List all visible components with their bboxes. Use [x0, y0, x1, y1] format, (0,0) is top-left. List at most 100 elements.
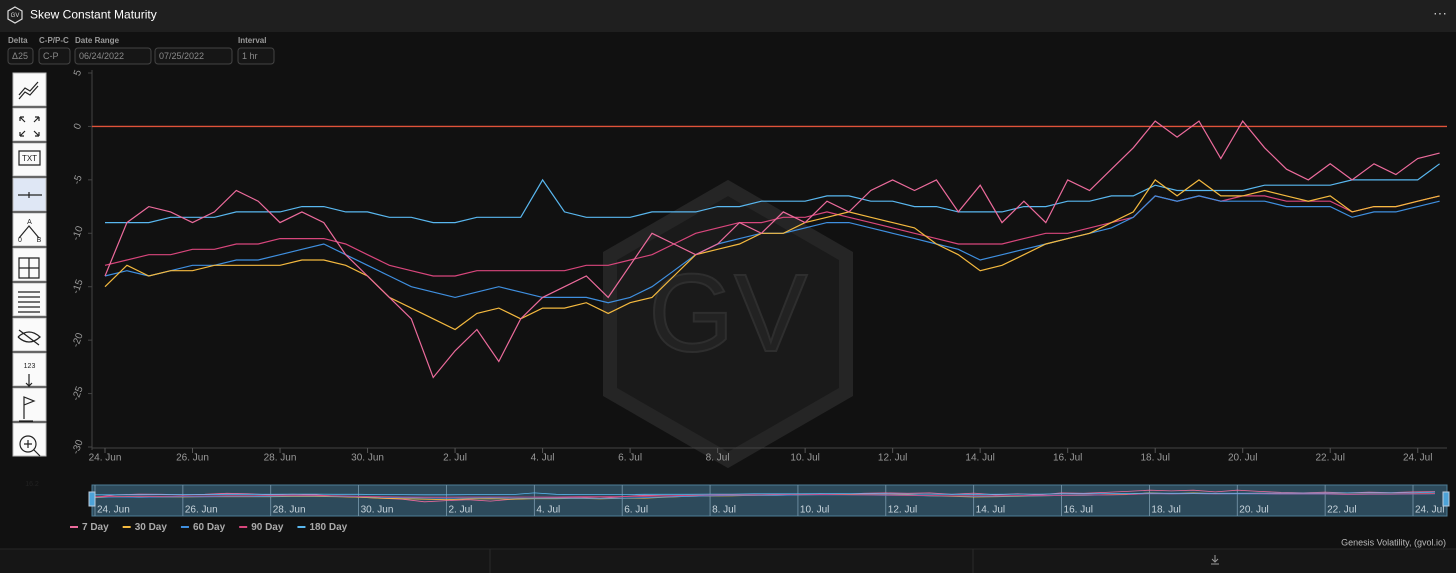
y-tick-label: -15 — [70, 278, 85, 296]
navigator-tick-label: 24. Jun — [97, 505, 130, 516]
navigator-tick-label: 20. Jul — [1239, 505, 1268, 516]
control-label: Delta — [8, 36, 28, 45]
navigator-tick-label: 14. Jul — [976, 505, 1005, 516]
x-tick-label: 24. Jul — [1403, 453, 1432, 464]
tool-label: B — [37, 237, 42, 244]
tool-icon — [25, 374, 33, 387]
input-box[interactable] — [38, 47, 71, 65]
tool-button[interactable] — [12, 72, 47, 107]
series-line — [105, 163, 1440, 224]
tool-label: 123 — [24, 363, 36, 370]
input-box[interactable] — [237, 47, 275, 65]
tool-icon — [18, 150, 41, 166]
navigator — [91, 484, 1448, 517]
control-label: Interval — [238, 36, 266, 45]
legend-label[interactable]: 60 Day — [193, 522, 226, 533]
legend-label[interactable]: 7 Day — [82, 522, 109, 533]
tool-icon — [18, 225, 40, 239]
input-value: 1 hr — [242, 51, 258, 61]
x-tick-label: 8. Jul — [706, 453, 730, 464]
x-tick-label: 2. Jul — [443, 453, 467, 464]
input-value: C-P — [43, 51, 59, 61]
tool-label: 16.2 — [25, 481, 39, 488]
tool-button[interactable] — [12, 282, 47, 317]
input-value: 06/24/2022 — [79, 51, 124, 61]
watermark-group: GV — [603, 179, 853, 469]
toolbar: TXT A 0 B 123 16.2 — [12, 72, 47, 488]
tool-button[interactable] — [12, 317, 47, 352]
control-label: C-P/P-C — [39, 36, 69, 45]
x-tick-label: 24. Jun — [89, 453, 122, 464]
legend-label[interactable]: 180 Day — [309, 522, 347, 533]
series-line — [104, 179, 1440, 331]
navigator-tick-label: 12. Jul — [888, 505, 917, 516]
navigator-handle[interactable] — [88, 491, 96, 507]
y-tick-label: -20 — [70, 331, 85, 349]
tool-icon — [19, 435, 41, 457]
legend-label[interactable]: 30 Day — [135, 522, 168, 533]
x-tick-label: 18. Jul — [1140, 453, 1169, 464]
navigator-tick-label: 18. Jul — [1151, 505, 1180, 516]
tool-icon — [18, 291, 40, 313]
watermark-hex — [603, 179, 853, 469]
y-tick-label: -10 — [70, 224, 85, 242]
navigator-tick-label: 24. Jul — [1415, 505, 1444, 516]
legend-label[interactable]: 90 Day — [251, 522, 284, 533]
top-bar — [0, 0, 1456, 32]
x-tick-label: 14. Jul — [965, 453, 994, 464]
input-box[interactable] — [154, 47, 233, 65]
x-tick-label: 28. Jun — [264, 453, 297, 464]
tool-button[interactable] — [12, 212, 47, 247]
tool-icon — [19, 116, 40, 137]
navigator-tick-label: 30. Jun — [361, 505, 394, 516]
watermark: GV — [649, 252, 808, 375]
tool-button[interactable] — [12, 422, 47, 457]
plot: 5 0 -5 -10 -15 -20 -25 -30 24. Jun 26. Jun 28. Jun… — [70, 68, 1450, 533]
navigator-tick-label: 26. Jun — [185, 505, 218, 516]
y-tick-label: -30 — [70, 438, 85, 456]
tool-label: 0 — [18, 237, 22, 244]
x-tick-label: 30. Jun — [351, 453, 384, 464]
series-line — [104, 120, 1440, 379]
y-tick-label: -25 — [70, 385, 85, 403]
input-box[interactable] — [7, 47, 34, 65]
input-value: Δ25 — [12, 51, 28, 61]
logo: GV — [11, 13, 20, 19]
x-tick-label: 22. Jul — [1315, 453, 1344, 464]
navigator-handle[interactable] — [1442, 491, 1450, 507]
navigator-tick-label: 6. Jul — [624, 505, 648, 516]
credit: Genesis Volatility, (gvol.io) — [1341, 537, 1446, 547]
y-tick-label: 0 — [72, 122, 84, 131]
y-tick-label: 5 — [72, 68, 84, 77]
tool-icon — [18, 81, 39, 100]
navigator-tick-label: 2. Jul — [448, 505, 472, 516]
navigator-tick-label: 10. Jul — [800, 505, 829, 516]
navigator-line — [95, 491, 1436, 496]
navigator-tick-label: 28. Jun — [273, 505, 306, 516]
navigator-tick-label: 16. Jul — [1064, 505, 1093, 516]
input-value: 07/25/2022 — [159, 51, 204, 61]
tool-icon — [19, 396, 36, 422]
x-tick-label: 10. Jul — [790, 453, 819, 464]
x-tick-label: 4. Jul — [531, 453, 555, 464]
page-title: Skew Constant Maturity — [30, 8, 157, 22]
input-box[interactable] — [74, 47, 152, 65]
x-tick-label: 12. Jul — [878, 453, 907, 464]
x-tick-label: 20. Jul — [1228, 453, 1257, 464]
navigator-line — [94, 493, 1436, 498]
x-tick-label: 6. Jul — [618, 453, 642, 464]
control-label: Date Range — [75, 36, 120, 45]
download-icon[interactable] — [1211, 555, 1219, 565]
tool-button[interactable] — [12, 107, 47, 142]
tool-button[interactable] — [12, 387, 47, 422]
navigator-tick-label: 4. Jul — [536, 505, 560, 516]
tool-label: A — [27, 219, 32, 226]
menu[interactable]: ··· — [1433, 5, 1447, 21]
tool-icon — [18, 192, 42, 198]
y-tick-label: -5 — [71, 173, 85, 186]
navigator-tick-label: 8. Jul — [712, 505, 736, 516]
x-tick-label: 16. Jul — [1053, 453, 1082, 464]
logo-hex — [7, 6, 23, 24]
tool-icon — [17, 329, 41, 346]
